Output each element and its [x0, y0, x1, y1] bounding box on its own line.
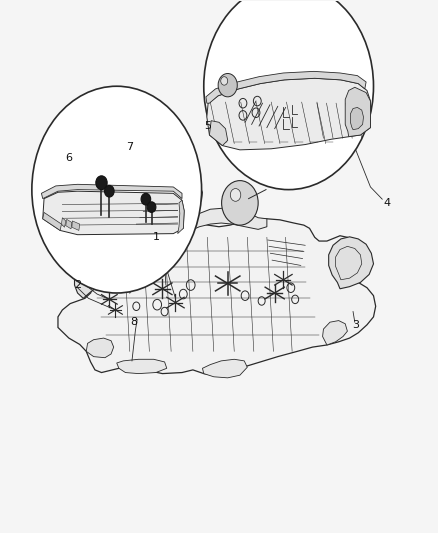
Text: 8: 8 — [131, 317, 138, 327]
Circle shape — [218, 74, 237, 97]
Polygon shape — [202, 359, 247, 378]
Text: 4: 4 — [383, 198, 390, 208]
Text: 2: 2 — [74, 280, 81, 290]
Polygon shape — [345, 87, 371, 136]
Text: 7: 7 — [126, 142, 133, 152]
Polygon shape — [42, 184, 182, 199]
Polygon shape — [43, 191, 184, 235]
Text: 3: 3 — [353, 320, 360, 330]
Circle shape — [147, 202, 156, 213]
Polygon shape — [61, 217, 66, 227]
Circle shape — [32, 86, 201, 293]
Polygon shape — [182, 208, 267, 235]
Circle shape — [221, 77, 228, 85]
Circle shape — [230, 189, 241, 201]
Circle shape — [141, 193, 151, 205]
Polygon shape — [206, 71, 366, 103]
Text: 6: 6 — [65, 153, 72, 163]
Polygon shape — [43, 213, 61, 230]
Polygon shape — [162, 188, 202, 227]
Polygon shape — [209, 120, 228, 146]
Polygon shape — [117, 359, 167, 374]
Circle shape — [222, 181, 258, 225]
Polygon shape — [207, 78, 371, 150]
Text: 5: 5 — [205, 121, 212, 131]
Circle shape — [204, 0, 374, 190]
Polygon shape — [72, 221, 80, 230]
Polygon shape — [322, 320, 347, 345]
Polygon shape — [328, 237, 374, 289]
Polygon shape — [58, 219, 376, 375]
Polygon shape — [178, 200, 184, 233]
Text: 1: 1 — [152, 232, 159, 243]
Circle shape — [96, 176, 107, 190]
Polygon shape — [350, 108, 364, 130]
Polygon shape — [74, 252, 111, 298]
Polygon shape — [66, 219, 72, 229]
Polygon shape — [86, 338, 114, 358]
Circle shape — [105, 185, 114, 197]
